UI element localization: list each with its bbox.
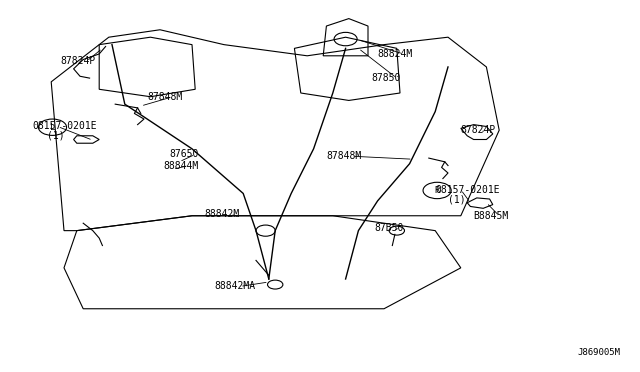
Text: 88824M: 88824M [378,49,413,59]
Text: R: R [435,186,440,195]
Text: 87824P: 87824P [461,125,496,135]
Text: J869005M: J869005M [578,348,621,357]
Text: B8845M: B8845M [474,211,509,221]
Text: 88842M: 88842M [205,209,240,219]
Text: 88842MA: 88842MA [214,282,255,291]
Text: 08157-0201E: 08157-0201E [435,185,500,195]
Text: 87650: 87650 [170,150,199,159]
Text: 87824P: 87824P [61,57,96,66]
Text: 88844M: 88844M [163,161,198,170]
Text: (1): (1) [448,195,466,205]
Text: L: L [50,123,55,132]
Text: 87B50: 87B50 [374,223,404,232]
Text: (1): (1) [47,131,65,141]
Text: 87848M: 87848M [326,151,362,161]
Text: 08157-0201E: 08157-0201E [32,122,97,131]
Text: 87848M: 87848M [147,92,182,102]
Text: 87850: 87850 [371,73,401,83]
